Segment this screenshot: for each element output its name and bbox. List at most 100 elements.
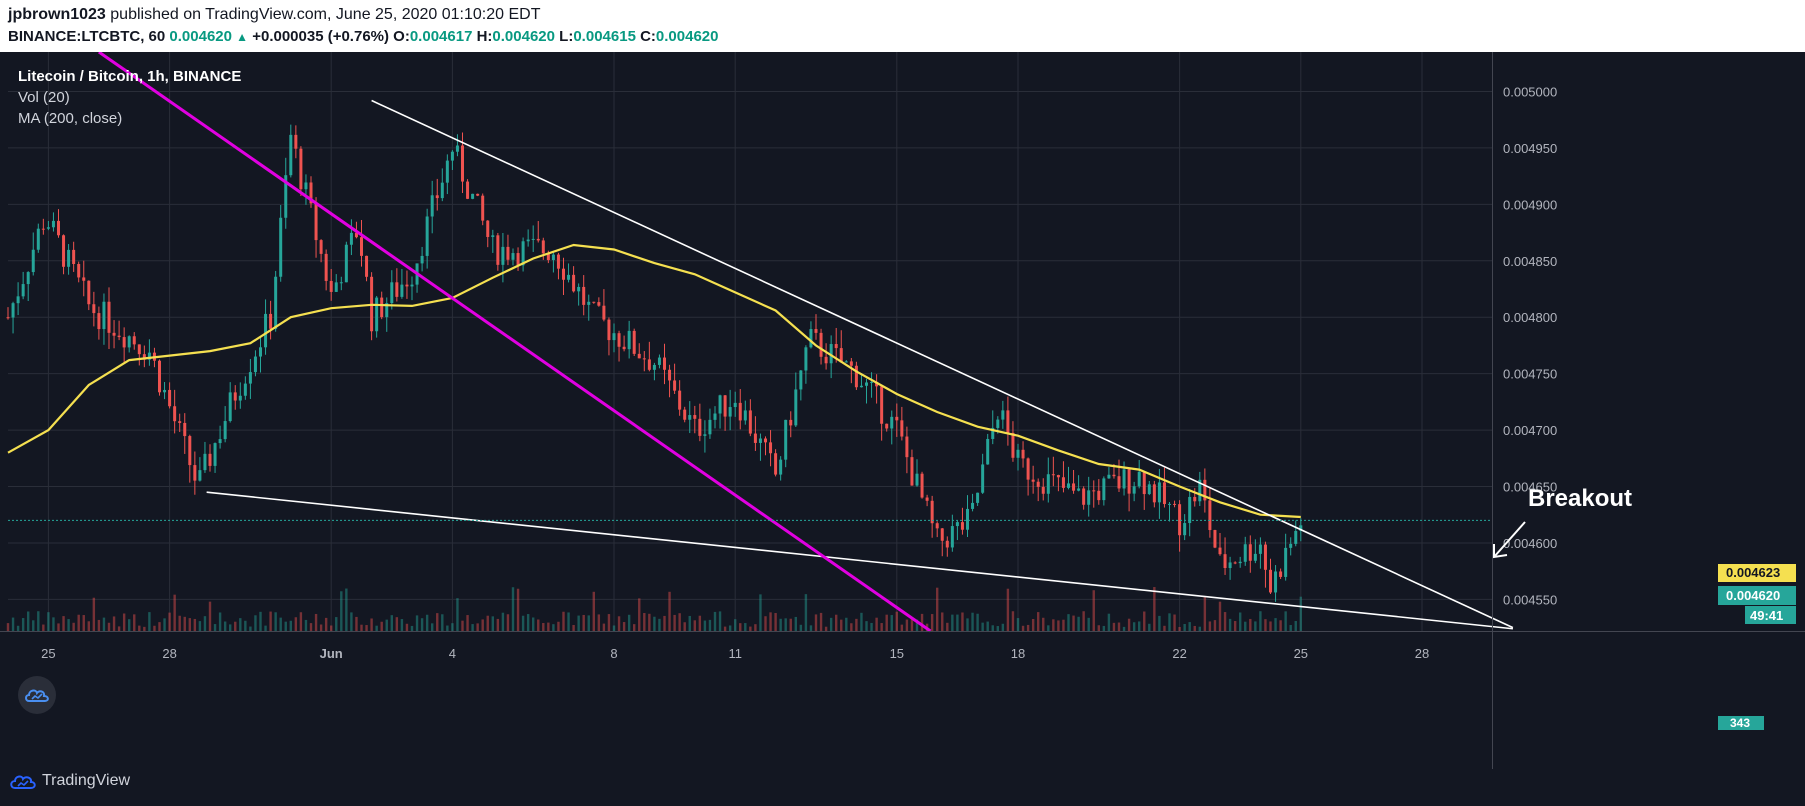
candle-body <box>380 297 384 318</box>
volume-bar <box>961 612 964 631</box>
volume-bar <box>117 626 121 631</box>
volume-bar <box>936 587 939 631</box>
candle-body <box>112 332 116 336</box>
volume-bar <box>1082 611 1085 631</box>
volume-bar <box>486 615 489 631</box>
volume-bar <box>1208 621 1212 631</box>
volume-bar <box>274 612 277 631</box>
candle-body <box>971 502 975 509</box>
volume-bar <box>1052 619 1055 631</box>
candle-body <box>764 438 767 443</box>
candle-body <box>723 395 727 417</box>
candle-body <box>647 359 651 370</box>
volume-bar <box>829 617 833 631</box>
candle-body <box>1102 478 1106 501</box>
volume-bar <box>1233 621 1237 631</box>
volume-bar <box>148 612 151 631</box>
volume-bar <box>542 622 545 631</box>
candle-body <box>324 253 328 281</box>
candle-body <box>546 253 550 261</box>
volume-bar <box>32 620 35 631</box>
y-tick-label: 0.004750 <box>1503 367 1557 382</box>
volume-bar <box>956 614 959 631</box>
volume-bar <box>385 619 388 631</box>
candle-body <box>1112 474 1116 477</box>
volume-bar <box>415 615 419 631</box>
candle-body <box>455 145 459 152</box>
volume-bar <box>52 617 55 631</box>
volume-bar <box>269 611 272 631</box>
volume-bar <box>390 615 393 631</box>
candle-body <box>789 419 793 426</box>
close-value: 0.004620 <box>655 28 719 45</box>
candle-body <box>526 239 530 242</box>
volume-bar <box>1228 618 1232 631</box>
candle-body <box>930 500 934 524</box>
candle-body <box>1289 543 1293 548</box>
candle-body <box>41 228 45 230</box>
candle-body <box>491 235 495 237</box>
candle-body <box>72 249 76 264</box>
candle-body <box>627 330 631 350</box>
volume-bar <box>173 594 176 631</box>
x-tick-label: 11 <box>728 646 742 661</box>
volume-bar <box>1269 621 1272 631</box>
candle-body <box>556 254 560 269</box>
volume-bar <box>441 614 444 631</box>
candle-body <box>486 220 490 237</box>
legend-volume[interactable]: Vol (20) <box>18 89 70 106</box>
candle-body <box>743 410 747 421</box>
volume-bar <box>865 621 868 631</box>
candle-body <box>21 284 25 297</box>
volume-bar <box>1107 613 1111 631</box>
candle-body <box>1248 544 1252 561</box>
candle-body <box>1127 469 1131 494</box>
candle-body <box>551 254 555 261</box>
annotations: Breakout <box>1493 485 1632 559</box>
volume-bar <box>380 621 383 631</box>
volume-bar <box>819 612 823 631</box>
volume-bar <box>319 624 323 631</box>
candle-body <box>945 540 949 548</box>
volume-bar <box>1102 625 1106 631</box>
x-tick-label: 18 <box>1011 646 1025 661</box>
candle-body <box>976 492 980 503</box>
volume-bars <box>6 587 1302 631</box>
volume-bar <box>718 611 722 631</box>
volume-bar <box>1274 618 1277 631</box>
volume-bar <box>728 625 732 631</box>
breakout-arrow-shaft <box>1493 521 1526 558</box>
candle-body <box>950 526 954 548</box>
candle-body <box>688 415 692 420</box>
volume-bar <box>860 612 863 631</box>
candle-body <box>698 418 702 436</box>
volume-bar <box>1138 621 1141 631</box>
volume-bar <box>537 619 540 631</box>
volume-bar <box>501 612 505 631</box>
candle-body <box>1228 562 1232 569</box>
volume-bar <box>552 624 555 631</box>
volume-bar <box>1087 617 1090 631</box>
candle-body <box>577 286 581 292</box>
candle-body <box>885 423 889 429</box>
legend-title[interactable]: Litecoin / Bitcoin, 1h, BINANCE <box>18 68 242 85</box>
author-name[interactable]: jpbrown1023 <box>8 6 106 23</box>
breakout-label: Breakout <box>1528 485 1632 512</box>
tradingview-logo[interactable]: TradingView <box>10 772 130 790</box>
candle-body <box>329 280 333 292</box>
candle-body <box>1147 484 1151 495</box>
volume-bar <box>713 611 717 631</box>
candle-body <box>794 389 798 426</box>
volume-bar <box>814 614 818 631</box>
volume-bar <box>1026 624 1030 631</box>
tradingview-chart-badge[interactable] <box>18 676 56 714</box>
volume-bar <box>1006 588 1010 631</box>
volume-bar <box>996 626 999 631</box>
price-chart[interactable]: 0.005000 0.004950 0.004900 0.004850 0.004800… <box>0 52 1805 769</box>
volume-bar <box>122 613 126 631</box>
volume-bar <box>708 619 712 631</box>
candle-body <box>1041 486 1045 494</box>
candle-body <box>617 333 621 347</box>
legend-ma[interactable]: MA (200, close) <box>18 110 123 127</box>
volume-bar <box>299 612 303 631</box>
